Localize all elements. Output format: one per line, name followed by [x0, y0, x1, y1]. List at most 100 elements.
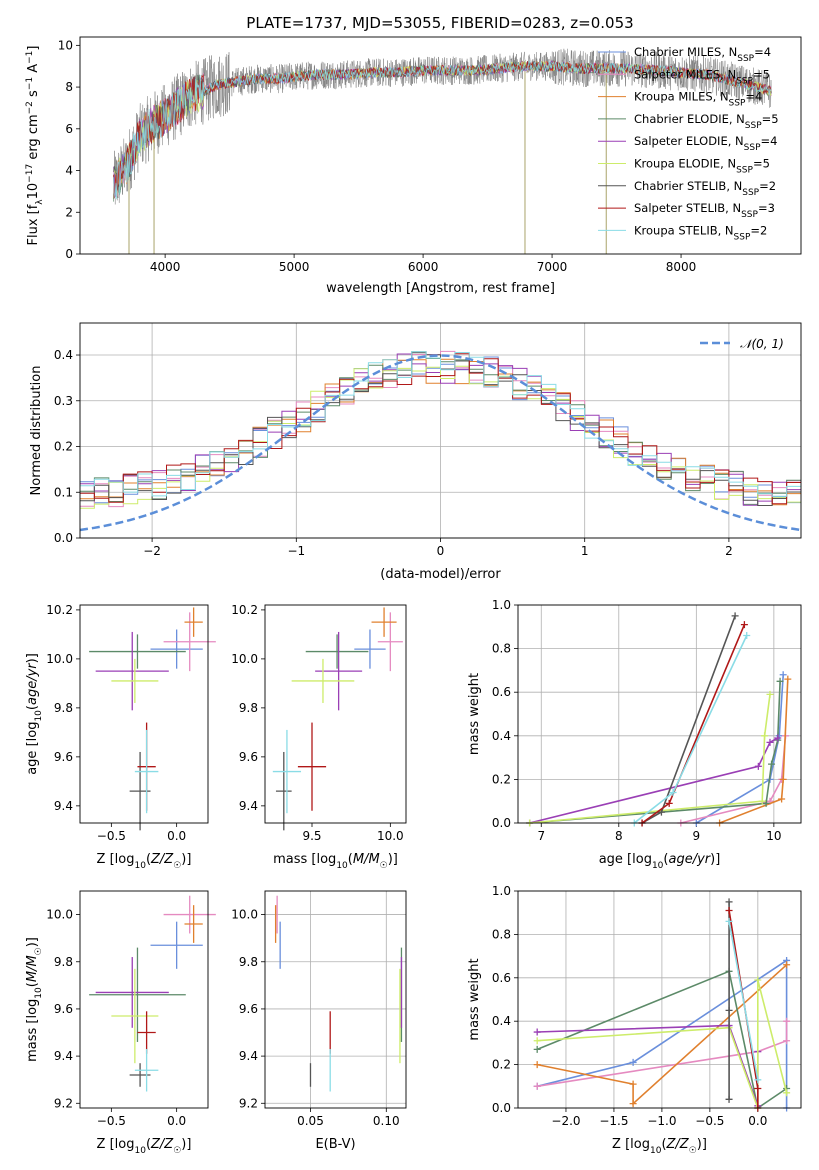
weight-line-chabrier-elodie	[536, 970, 788, 1110]
weight-line-kroupa-stelib	[728, 921, 759, 1080]
x-tick-label: −2.0	[551, 1114, 580, 1128]
y-tick-label: 10.0	[231, 908, 258, 922]
axes-frame	[79, 36, 802, 255]
legend-entry: Kroupa STELIB, NSSP=2	[634, 223, 767, 242]
weight-marker	[778, 795, 786, 803]
weight-marker	[754, 1084, 762, 1092]
y-tick-label: 9.2	[54, 1096, 73, 1110]
weight-line-kroupa-stelib	[633, 635, 748, 824]
y-tick-label: 9.6	[239, 750, 258, 764]
weight-marker	[533, 1028, 541, 1036]
weight-marker	[731, 612, 739, 620]
model-spectrum-kroupa-stelib	[113, 60, 772, 200]
x-tick-label: 4000	[150, 260, 181, 274]
weight-line-kroupa-miles	[537, 964, 788, 1106]
weight-marker	[758, 797, 766, 805]
y-tick-label: 0.2	[492, 1058, 511, 1072]
x-axis-label: Z [log10(Z/Z☉)]	[97, 852, 192, 871]
weight-marker	[783, 1089, 791, 1097]
errorbar-kroupa-stelib	[272, 729, 302, 814]
x-axis-label: Z [log10(Z/Z☉)]	[97, 1137, 192, 1156]
weight-marker	[754, 976, 762, 984]
weight-marker	[754, 762, 762, 770]
errorbar-chabrier-elodie	[305, 634, 369, 669]
weight-marker	[629, 1080, 637, 1088]
errorbar-chabrier-elodie	[89, 947, 186, 1042]
errorbar-chabrier-stelib	[129, 751, 151, 831]
x-tick-label: 0.05	[297, 1114, 324, 1128]
y-tick-label: 10.2	[231, 603, 258, 617]
legend-entry: Chabrier ELODIE, NSSP=5	[634, 112, 779, 131]
weight-marker	[533, 1045, 541, 1053]
weight-marker	[783, 1037, 791, 1045]
weight-marker	[784, 675, 792, 683]
x-axis-label: E(B-V)	[315, 1137, 355, 1152]
x-tick-label: 9.5	[302, 829, 321, 843]
errorbar-salpeter-miles	[377, 612, 403, 672]
y-axis-label: mass weight	[467, 958, 482, 1040]
weight-marker	[725, 1095, 733, 1103]
errorbar-chabrier-miles	[150, 921, 203, 969]
x-tick-label: −0.5	[97, 829, 126, 843]
weight-marker	[725, 907, 733, 915]
histogram-kroupa-elodie	[80, 365, 801, 509]
histogram-salpeter-stelib	[80, 353, 801, 505]
x-tick-label: 8	[615, 829, 623, 843]
x-axis-label: wavelength [Angstrom, rest frame]	[326, 281, 555, 296]
weight-marker	[768, 760, 776, 768]
errorbar-chabrier-stelib	[275, 751, 292, 831]
weight-line-salpeter-elodie	[537, 1024, 759, 1107]
weight-marker	[762, 799, 770, 807]
axes-frame	[79, 890, 209, 1109]
weight-marker	[725, 898, 733, 906]
weight-line-salpeter-stelib	[728, 910, 759, 1108]
x-axis-label: Z [log10(Z/Z☉)]	[612, 1137, 707, 1156]
y-axis-label: Flux [fλ10−17 erg cm−2 s−1 A−1]	[25, 46, 45, 246]
legend-entry: Chabrier MILES, NSSP=4	[634, 45, 771, 64]
y-tick-label: 0.6	[492, 971, 511, 985]
weight-marker	[754, 1076, 762, 1084]
weight-line-salpeter-elodie	[529, 737, 779, 824]
weight-line-chabrier-miles	[695, 674, 784, 824]
x-axis-label: mass [log10(M/M☉)]	[273, 852, 398, 871]
weight-marker	[774, 734, 782, 742]
weight-marker	[725, 917, 733, 925]
y-tick-label: 1.0	[492, 598, 511, 612]
errorbar-kroupa-miles	[371, 607, 397, 637]
x-tick-label: 0.0	[167, 829, 186, 843]
y-tick-label: 0.8	[492, 927, 511, 941]
x-tick-label: 7000	[537, 260, 568, 274]
weight-marker	[533, 1082, 541, 1090]
weight-marker	[629, 1058, 637, 1066]
x-tick-label: 5000	[279, 260, 310, 274]
y-tick-label: 0.0	[492, 1101, 511, 1115]
y-tick-label: 8	[65, 80, 73, 94]
y-tick-label: 9.6	[239, 1002, 258, 1016]
weight-marker	[629, 1100, 637, 1108]
x-tick-label: −1.0	[647, 1114, 676, 1128]
x-axis-label: age [log10(age/yr)]	[599, 852, 721, 871]
errorbar-chabrier-miles	[150, 629, 203, 669]
age-vs-metallicity-panel: −0.5 0.0 9.4 9.6 9.8 10.0 10.2 Z [log10(Z/Z☉)] a…	[25, 603, 216, 871]
y-tick-label: 0.0	[54, 531, 73, 545]
y-tick-label: 0.0	[492, 816, 511, 830]
errorbar-kroupa-miles	[184, 905, 203, 943]
x-tick-label: 0	[437, 544, 445, 558]
x-tick-label: 7	[537, 829, 545, 843]
y-tick-label: 9.4	[239, 799, 258, 813]
errorbar-kroupa-miles	[184, 607, 203, 637]
axes-frame	[517, 890, 802, 1109]
y-axis-label: mass [log10(M/M☉)]	[25, 937, 44, 1062]
x-axis-label: (data-model)/error	[380, 567, 501, 582]
x-tick-label: 6000	[408, 260, 439, 274]
weight-marker	[665, 799, 673, 807]
errorbar-salpeter-miles	[163, 895, 216, 934]
errorbar-kroupa-elodie	[291, 658, 355, 703]
y-tick-label: 9.6	[54, 750, 73, 764]
spectrum-panel: 4000 5000 6000 7000 8000 0 2 4 6 8 10 Chabrier MILE…	[25, 36, 802, 296]
y-tick-label: 0.8	[492, 642, 511, 656]
histogram-kroupa-stelib	[80, 351, 801, 497]
y-tick-label: 0.2	[54, 440, 73, 454]
x-tick-label: 8000	[666, 260, 697, 274]
